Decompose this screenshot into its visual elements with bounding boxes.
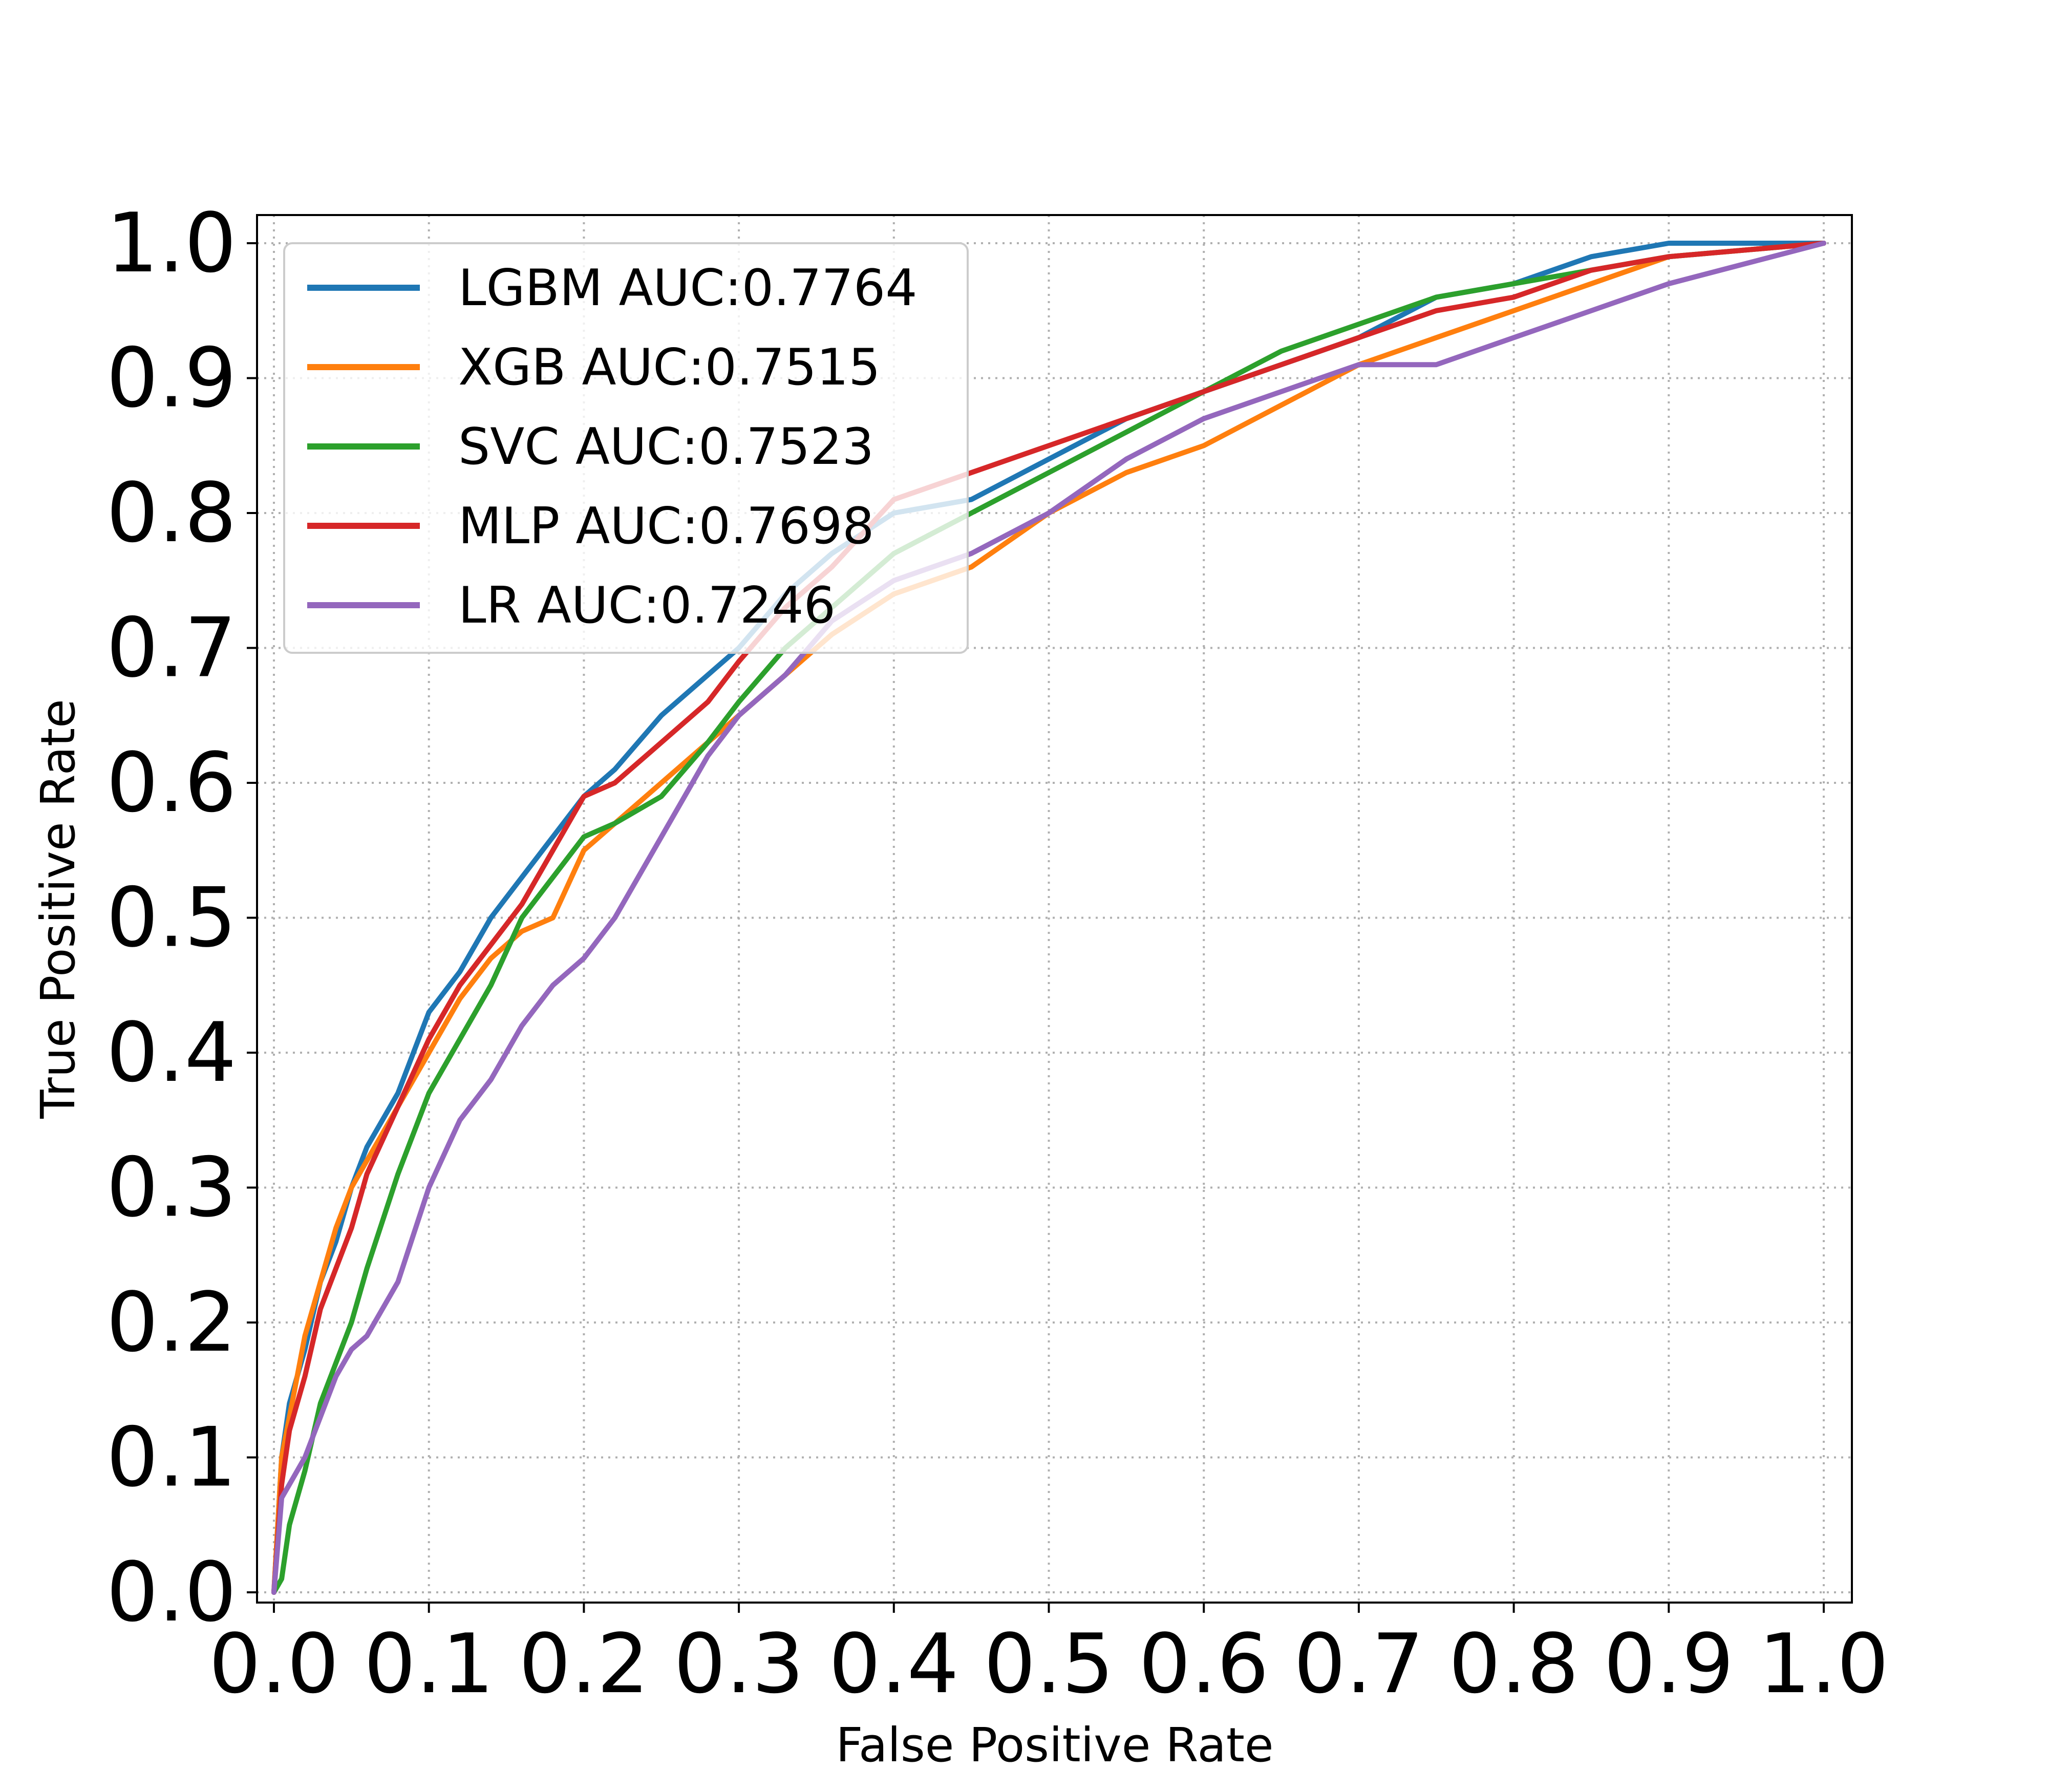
y-axis: 0.0 0.1 0.2 0.3 0.4 0.5 0.6 0.7 0.8 0.9 1.0 [106, 195, 257, 1640]
y-tick-label: 0.2 [106, 1274, 237, 1370]
legend: LGBM AUC:0.7764 XGB AUC:0.7515 SVC AUC:0.7… [283, 242, 969, 654]
y-tick-label: 0.6 [106, 735, 237, 830]
x-tick-label: 0.7 [1294, 1616, 1424, 1712]
x-axis: 0.0 0.1 0.2 0.3 0.4 0.5 0.6 0.7 0.8 0.9 1.0 [209, 1603, 1889, 1712]
x-tick-label: 0.4 [829, 1616, 959, 1712]
legend-label: MLP AUC:0.7698 [458, 497, 874, 556]
y-tick-label: 0.8 [106, 465, 237, 561]
legend-label: LR AUC:0.7246 [458, 577, 836, 635]
plot-frame [256, 214, 1853, 1604]
x-tick-label: 0.9 [1604, 1616, 1734, 1712]
x-tick-label: 0.0 [209, 1616, 339, 1712]
x-tick-label: 0.8 [1448, 1616, 1578, 1712]
series-lines [271, 241, 1826, 1595]
x-axis-title: False Positive Rate [836, 1718, 1273, 1773]
legend-box [283, 242, 969, 654]
x-tick-label: 0.3 [674, 1616, 804, 1712]
x-tick-label: 0.5 [984, 1616, 1114, 1712]
y-axis-title: True Positive Rate [31, 699, 86, 1119]
y-tick-label: 0.3 [106, 1140, 237, 1235]
legend-label: LGBM AUC:0.7764 [458, 259, 918, 317]
x-tick-label: 1.0 [1759, 1616, 1889, 1712]
series-line-2 [271, 241, 1826, 1595]
y-tick-label: 0.4 [106, 1005, 237, 1100]
y-tick-label: 0.9 [106, 330, 237, 426]
series-line-3 [271, 241, 1826, 1595]
legend-label: SVC AUC:0.7523 [458, 418, 874, 476]
x-tick-label: 0.1 [364, 1616, 494, 1712]
y-tick-label: 0.1 [106, 1410, 237, 1505]
y-tick-label: 0.0 [106, 1544, 237, 1640]
series-line-4 [271, 241, 1826, 1595]
y-tick-label: 0.5 [106, 870, 237, 966]
x-tick-label: 0.6 [1139, 1616, 1269, 1712]
y-tick-label: 1.0 [106, 195, 237, 291]
series-line-1 [271, 241, 1826, 1595]
y-tick-label: 0.7 [106, 600, 237, 696]
legend-label: XGB AUC:0.7515 [458, 338, 881, 397]
x-tick-label: 0.2 [519, 1616, 649, 1712]
